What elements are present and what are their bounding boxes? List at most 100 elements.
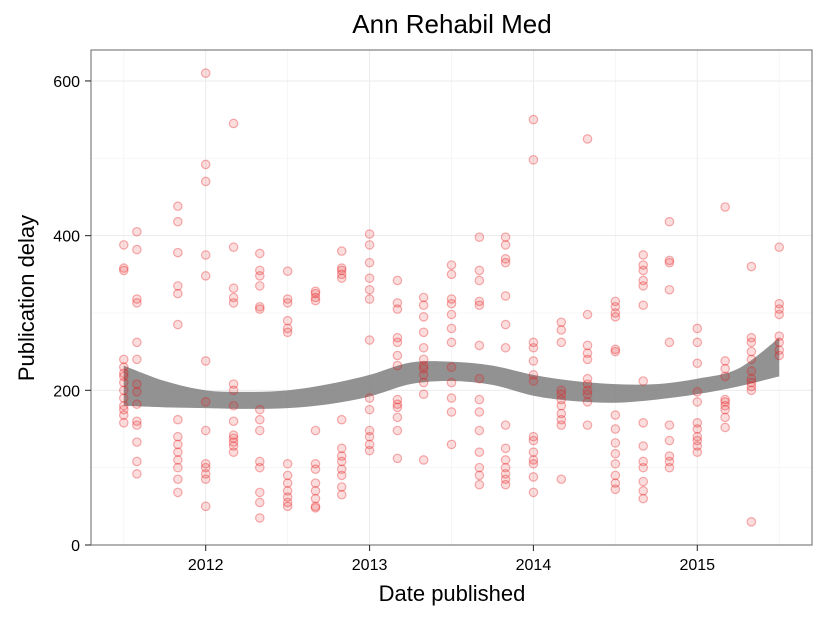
data-point	[228, 437, 239, 447]
data-point	[132, 456, 142, 467]
data-point	[582, 340, 593, 351]
data-point	[200, 356, 211, 366]
data-point	[173, 288, 183, 299]
data-point	[282, 323, 293, 334]
data-point	[418, 292, 429, 303]
data-point	[610, 484, 621, 495]
data-point	[528, 376, 539, 386]
data-point	[446, 337, 457, 348]
data-point	[446, 377, 457, 388]
data-point	[638, 493, 649, 504]
data-point	[692, 441, 703, 451]
data-point	[638, 462, 649, 473]
data-point	[528, 370, 539, 380]
data-point	[418, 363, 429, 374]
data-point	[200, 68, 211, 79]
data-point	[746, 332, 757, 343]
data-point	[610, 308, 621, 318]
data-point	[638, 265, 649, 276]
data-point	[228, 441, 239, 451]
data-point	[118, 368, 129, 379]
data-point	[282, 266, 293, 277]
data-point	[282, 486, 293, 496]
data-point	[720, 422, 730, 433]
data-point	[446, 269, 457, 280]
data-point	[392, 412, 403, 423]
data-point	[132, 469, 142, 479]
data-point	[664, 456, 675, 467]
data-point	[528, 472, 539, 482]
data-point	[474, 265, 485, 276]
data-point	[692, 431, 703, 442]
data-point	[528, 455, 539, 465]
data-point	[173, 281, 183, 291]
data-point	[582, 309, 593, 320]
data-point	[254, 456, 265, 467]
data-point	[310, 486, 321, 496]
data-point	[282, 294, 293, 304]
data-point	[200, 462, 211, 473]
data-point	[500, 479, 511, 490]
data-point	[664, 435, 675, 446]
data-point	[474, 300, 485, 311]
data-point	[336, 489, 347, 500]
plot-panel-border	[90, 49, 813, 546]
data-point	[392, 453, 403, 464]
data-point	[364, 273, 375, 283]
data-point	[446, 439, 457, 450]
data-point	[418, 312, 429, 322]
chart-title: Ann Rehabil Med	[352, 9, 551, 39]
data-point	[556, 389, 567, 399]
data-point	[282, 298, 293, 308]
data-point	[132, 226, 142, 237]
data-point	[446, 323, 457, 334]
data-point	[336, 246, 347, 256]
data-point	[228, 283, 239, 294]
data-point	[173, 455, 183, 465]
data-point	[310, 493, 321, 504]
data-point	[392, 425, 403, 436]
data-point	[500, 469, 511, 479]
data-point	[132, 337, 142, 348]
data-point	[228, 430, 239, 440]
data-point	[132, 437, 142, 447]
data-point	[500, 257, 511, 268]
data-point	[173, 414, 183, 425]
data-point	[200, 176, 211, 187]
data-point	[173, 439, 183, 450]
data-point	[500, 443, 511, 454]
data-point	[132, 294, 142, 304]
data-point	[774, 298, 785, 309]
data-point	[720, 202, 730, 212]
y-tick-label: 200	[53, 383, 80, 400]
data-point	[474, 407, 485, 417]
data-point	[392, 402, 403, 413]
data-point	[254, 265, 265, 276]
data-point	[556, 385, 567, 396]
data-point	[528, 435, 539, 446]
data-point	[692, 447, 703, 457]
data-point	[392, 332, 403, 343]
data-point	[118, 385, 129, 396]
data-point	[418, 300, 429, 311]
data-point	[254, 487, 265, 498]
data-point	[582, 379, 593, 389]
data-point	[474, 232, 485, 242]
data-point	[500, 319, 511, 330]
data-point	[392, 304, 403, 314]
data-point	[638, 476, 649, 487]
data-point	[118, 377, 129, 388]
data-point	[132, 420, 142, 430]
data-point	[500, 420, 511, 430]
y-tick-label: 400	[53, 229, 80, 246]
data-point	[118, 265, 129, 276]
y-axis: 0 200 400 600	[53, 74, 91, 555]
data-point	[446, 298, 457, 309]
x-tick-label: 2013	[352, 557, 388, 574]
y-tick-label: 600	[53, 74, 80, 91]
data-point	[418, 342, 429, 353]
data-point	[582, 420, 593, 430]
data-point	[336, 414, 347, 425]
data-point	[254, 271, 265, 281]
data-point	[392, 350, 403, 361]
